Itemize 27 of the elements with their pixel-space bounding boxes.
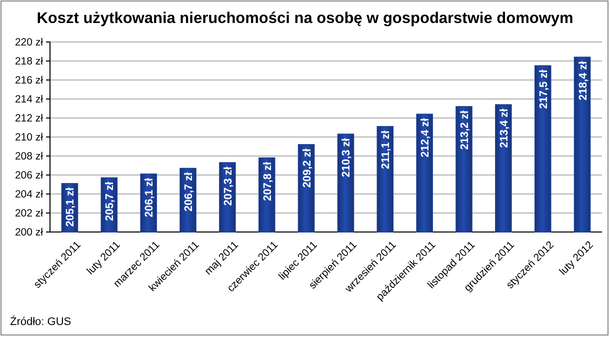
text: Źródło: GUS [10, 315, 72, 328]
data-label: 206,1 zł [144, 178, 156, 218]
y-tick-label: 200 zł [14, 226, 44, 238]
data-label: 217,5 zł [538, 70, 550, 109]
y-tick-label: 216 zł [14, 74, 44, 86]
y-tick-label: 208 zł [14, 150, 44, 162]
data-label: 211,1 zł [380, 130, 392, 170]
y-tick-label: 204 zł [14, 188, 44, 200]
data-label: 206,7 zł [183, 172, 195, 212]
y-tick-label: 212 zł [14, 112, 44, 124]
data-label: 210,3 zł [340, 138, 353, 178]
data-label: 207,3 zł [222, 166, 234, 206]
y-tick-label: 202 zł [14, 207, 44, 220]
data-label: 205,7 zł [104, 182, 116, 221]
y-tick-label: 220 zł [14, 36, 44, 48]
data-label: 213,2 zł [459, 110, 471, 150]
data-label: 209,2 zł [301, 148, 314, 188]
y-tick-label: 218 zł [14, 55, 44, 68]
data-label: 218,4 zł [577, 61, 590, 100]
y-tick-label: 210 zł [14, 131, 44, 144]
chart-title: Koszt użytkowania nieruchomości na osobę w gospodarstwie domowym [36, 10, 574, 27]
data-label: 213,4 zł [498, 108, 510, 148]
data-label: 205,1 zł [64, 188, 77, 227]
y-tick-label: 214 zł [14, 93, 44, 106]
data-label: 212,4 zł [420, 118, 432, 158]
data-label: 207,8 zł [262, 162, 274, 202]
y-tick-label: 206 zł [14, 169, 44, 182]
